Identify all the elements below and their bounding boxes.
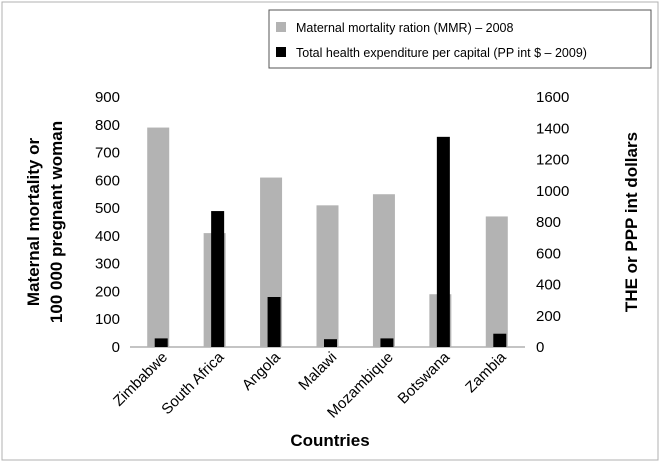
left-tick-label: 500 [95,200,120,217]
bar-the [154,338,168,347]
left-tick-label: 300 [95,256,120,273]
bar-the [380,338,394,347]
left-tick-label: 600 [95,172,120,189]
bar-mmr [372,194,395,347]
bar-the [436,136,450,347]
right-tick-label: 200 [536,308,561,325]
legend-label-mmr: Maternal mortality ration (MMR) – 2008 [296,21,513,35]
y-axis-title-line2: 100 000 pregnant woman [47,121,66,323]
bar-the [493,333,507,347]
legend-swatch-the [276,47,286,57]
x-axis-title: Countries [290,431,369,450]
right-tick-label: 0 [536,339,544,356]
left-tick-label: 200 [95,283,120,300]
legend-label-the: Total health expenditure per capital (PP… [296,46,587,60]
left-tick-label: 700 [95,145,120,162]
bar-the [324,339,337,347]
right-tick-label: 1600 [536,89,569,106]
bar-mmr [485,216,508,347]
bar-the [267,297,281,347]
legend-box [268,9,652,69]
right-tick-label: 400 [536,277,561,294]
bars [147,127,508,347]
legend: Maternal mortality ration (MMR) – 2008 T… [268,9,652,69]
left-tick-label: 0 [112,339,120,356]
right-tick-label: 1400 [536,120,569,137]
bar-the [211,211,225,347]
y2-axis-title: THE or PPP int dollars [622,132,641,312]
legend-swatch-mmr [276,22,286,32]
y-axis-title-line1: Maternal mortality or [24,138,43,307]
right-tick-label: 600 [536,245,561,262]
left-axis-ticks: 0 100 200 300 400 500 600 700 800 900 [95,89,120,356]
left-tick-label: 900 [95,89,120,106]
left-tick-label: 800 [95,117,120,134]
right-axis-ticks: 0 200 400 600 800 1000 1200 1400 1600 [536,89,569,356]
right-tick-label: 1000 [536,183,569,200]
right-tick-label: 1200 [536,152,569,169]
right-tick-label: 800 [536,214,561,231]
bar-mmr [147,127,170,347]
bar-mmr [316,205,339,347]
left-tick-label: 100 [95,311,120,328]
left-tick-label: 400 [95,228,120,245]
